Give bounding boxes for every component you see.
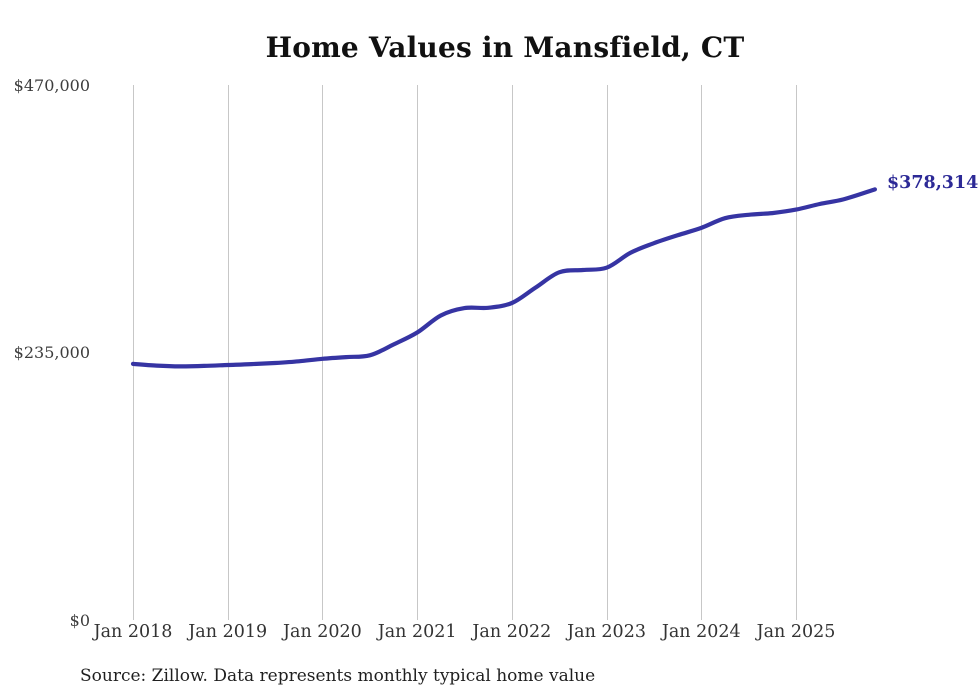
x-axis-tick-jan-2022: Jan 2022	[472, 622, 552, 642]
x-axis-tick-jan-2020: Jan 2020	[283, 622, 362, 642]
y-axis-tick-235000: $235,000	[13, 343, 90, 362]
latest-value-label: $378,314	[887, 173, 979, 193]
x-axis-tick-jan-2023: Jan 2023	[567, 622, 646, 642]
x-axis-tick-jan-2019: Jan 2019	[188, 622, 268, 642]
x-axis-tick-jan-2025: Jan 2025	[756, 622, 836, 642]
vertical-gridlines	[133, 85, 797, 620]
chart-title: Home Values in Mansfield, CT	[265, 31, 745, 64]
home-value-line	[130, 187, 877, 369]
x-axis-tick-jan-2021: Jan 2021	[377, 622, 457, 642]
y-axis-tick-0: $0	[69, 611, 90, 630]
y-axis-tick-470000: $470,000	[13, 76, 90, 95]
x-axis-tick-jan-2024: Jan 2024	[661, 622, 741, 642]
x-axis-tick-jan-2018: Jan 2018	[93, 622, 173, 642]
source-note: Source: Zillow. Data represents monthly …	[80, 666, 596, 686]
